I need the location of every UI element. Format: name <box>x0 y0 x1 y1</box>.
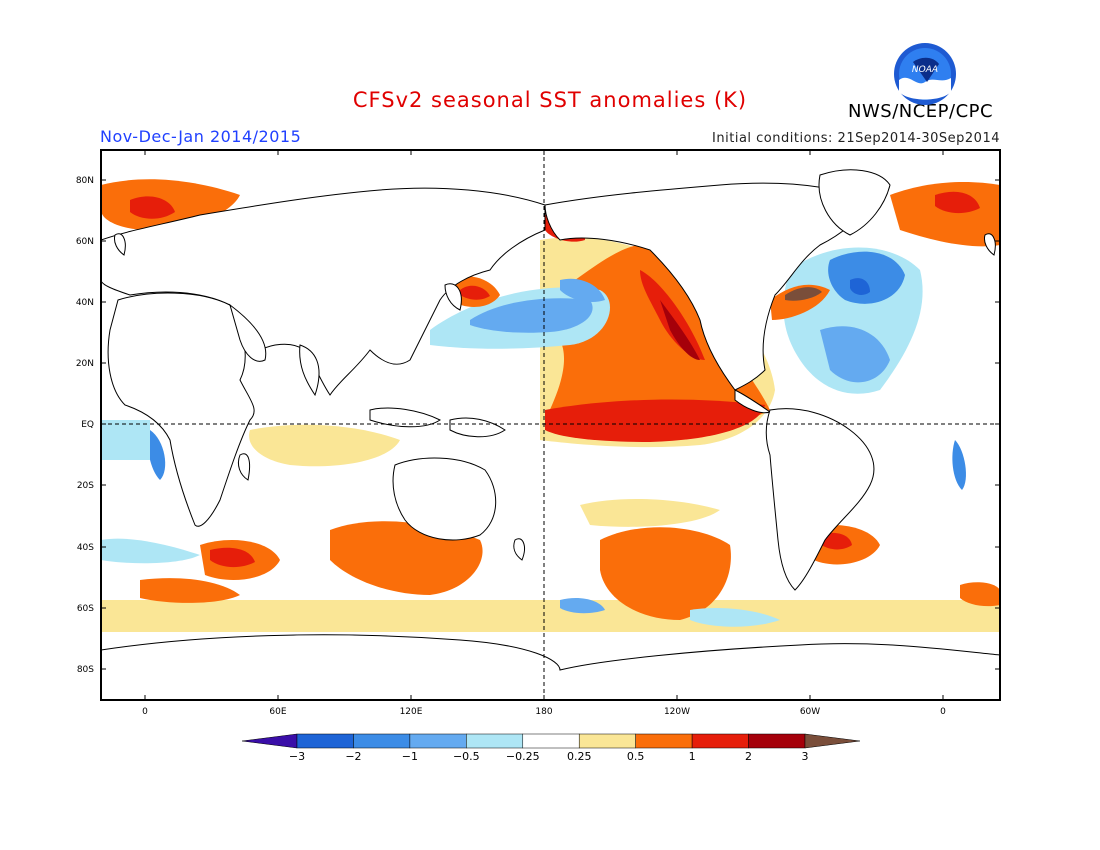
chart-title: CFSv2 seasonal SST anomalies (K) <box>352 88 748 112</box>
season-label: Nov-Dec-Jan 2014/2015 <box>100 127 302 146</box>
colorbar-level-label: −2 <box>345 750 361 763</box>
lat-tick-label: 80N <box>76 176 94 186</box>
agency-label: NWS/NCEP/CPC <box>848 101 994 122</box>
antarctica-land <box>101 634 1000 700</box>
lat-tick-label: 80S <box>77 665 94 675</box>
lon-tick-label: 120E <box>400 707 423 717</box>
lat-tick-label: 40N <box>76 298 94 308</box>
colorbar-box <box>522 733 580 749</box>
lon-tick-label: 180 <box>535 707 552 717</box>
colorbar-high-extension <box>804 733 861 749</box>
colorbar-level-label: 0.25 <box>567 750 592 763</box>
colorbar-box <box>466 733 524 749</box>
south-america-land <box>765 408 875 591</box>
colorbar-box <box>578 733 636 749</box>
australia-land <box>392 457 497 541</box>
map-frame <box>100 149 1001 701</box>
colorbar-level-label: 2 <box>745 750 752 763</box>
noaa-logo: NOAA <box>894 43 956 105</box>
colorbar-level-label: −3 <box>289 750 305 763</box>
lat-tick-label: 20S <box>77 481 94 491</box>
colorbar-box <box>353 733 411 749</box>
north-america-land <box>544 182 871 391</box>
lat-tick-label: 40S <box>77 543 94 553</box>
lat-tick-label: 20N <box>76 359 94 369</box>
colorbar-level-label: 1 <box>689 750 696 763</box>
lat-tick-label: 60S <box>77 604 94 614</box>
colorbar-low-extension <box>241 733 298 749</box>
lon-tick-label: 0 <box>142 707 148 717</box>
latitude-axis: 80N 60N 40N 20N EQ 20S 40S 60S 80S <box>76 176 1000 675</box>
lon-tick-label: 0 <box>940 707 946 717</box>
initial-conditions-label: Initial conditions: 21Sep2014-30Sep2014 <box>712 131 1000 146</box>
lon-tick-label: 60W <box>800 707 820 717</box>
colorbar-level-label: 3 <box>802 750 809 763</box>
greenland-land <box>818 169 891 236</box>
colorbar-box <box>635 733 693 749</box>
land-masses <box>101 169 1000 700</box>
colorbar-box <box>296 733 354 749</box>
colorbar-level-label: −0.5 <box>453 750 480 763</box>
colorbar-level-label: −1 <box>402 750 418 763</box>
colorbar-box <box>748 733 806 749</box>
colorbar: −3 −2 −1 −0.5 −0.25 0.25 0.5 1 2 3 <box>241 733 861 763</box>
colorbar-level-label: 0.5 <box>627 750 645 763</box>
lon-tick-label: 60E <box>269 707 286 717</box>
lat-tick-label: EQ <box>81 420 94 430</box>
colorbar-level-label: −0.25 <box>506 750 540 763</box>
colorbar-box <box>691 733 749 749</box>
lat-tick-label: 60N <box>76 237 94 247</box>
pacific-red-anomaly <box>545 399 765 442</box>
longitude-axis: 0 60E 120E 180 120W 60W 0 <box>142 150 946 717</box>
logo-text: NOAA <box>912 65 938 75</box>
colorbar-box <box>409 733 467 749</box>
lon-tick-label: 120W <box>664 707 690 717</box>
